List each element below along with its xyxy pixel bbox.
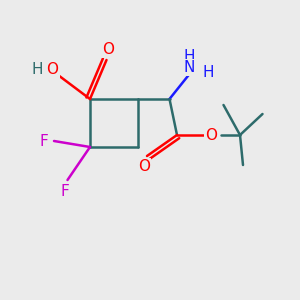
Text: O: O	[206, 128, 218, 142]
Text: N: N	[183, 60, 195, 75]
Text: O: O	[102, 42, 114, 57]
Text: O: O	[138, 159, 150, 174]
Text: F: F	[60, 184, 69, 199]
Text: O: O	[46, 61, 58, 76]
Text: F: F	[39, 134, 48, 148]
Text: H: H	[183, 49, 195, 64]
Text: H: H	[32, 61, 43, 76]
Text: H: H	[202, 65, 214, 80]
